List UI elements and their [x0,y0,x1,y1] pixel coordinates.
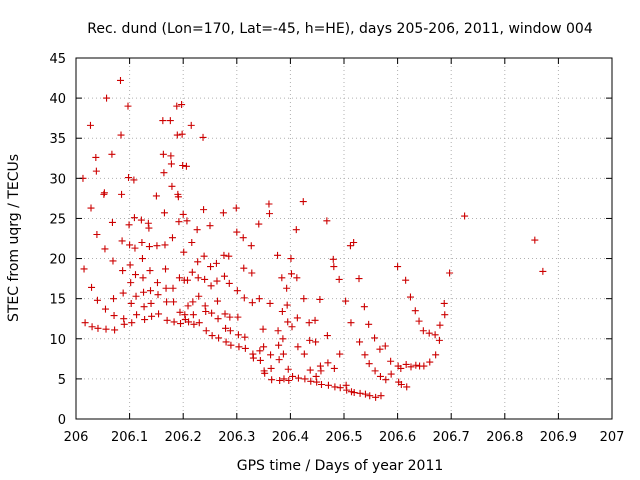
x-tick-label: 206.5 [325,430,362,445]
x-tick-label: 206.6 [379,430,416,445]
y-tick-label: 10 [49,333,66,348]
x-axis-label: GPS time / Days of year 2011 [237,458,444,474]
x-tick-label: 206 [64,430,89,445]
y-tick-label: 20 [49,253,66,268]
y-axis-label: STEC from uqrg / TECUs [6,154,22,322]
y-tick-label: 45 [49,52,66,67]
y-tick-label: 40 [49,92,66,107]
stec-scatter-chart: Rec. dund (Lon=170, Lat=-45, h=HE), days… [0,0,640,480]
y-tick-label: 0 [58,413,66,428]
x-tick-label: 206.2 [165,430,202,445]
y-tick-label: 25 [49,212,66,227]
x-tick-label: 206.9 [540,430,577,445]
chart-background [0,0,640,480]
chart-title: Rec. dund (Lon=170, Lat=-45, h=HE), days… [87,21,593,37]
x-tick-label: 206.1 [111,430,148,445]
x-tick-label: 206.7 [433,430,470,445]
x-tick-label: 207 [600,430,625,445]
x-tick-label: 206.4 [272,430,309,445]
y-tick-label: 35 [49,132,66,147]
x-tick-label: 206.8 [486,430,523,445]
y-tick-label: 30 [49,172,66,187]
x-axis-tick-labels: 206 206.1 206.2 206.3 206.4 206.5 206.6 206.7 20… [64,430,625,445]
y-tick-label: 5 [58,373,66,388]
x-tick-label: 206.3 [218,430,255,445]
y-tick-label: 15 [49,293,66,308]
